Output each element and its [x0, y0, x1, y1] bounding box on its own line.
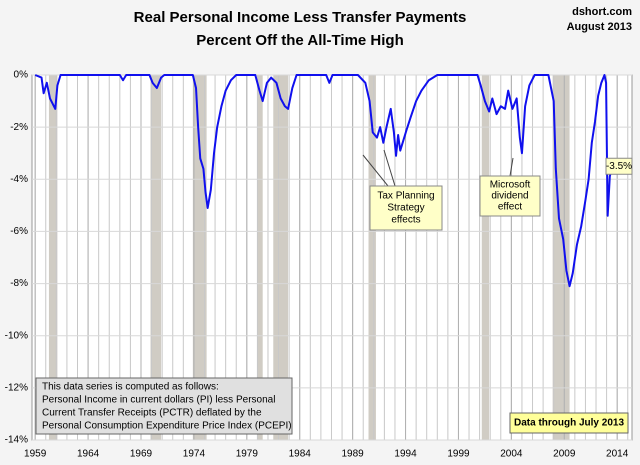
note: This data series is computed as follows:…: [35, 377, 293, 435]
x-tick-label: 1964: [77, 449, 100, 460]
y-tick-label: 0%: [14, 70, 29, 81]
recession-band: [257, 75, 263, 440]
annotation-text: dividend: [491, 191, 528, 202]
annotation-text: Tax Planning: [377, 191, 434, 202]
y-tick-label: -8%: [10, 278, 28, 289]
x-tick-label: 2004: [500, 449, 523, 460]
annotation: Microsoft dividend effect: [479, 157, 541, 217]
note-text: Current Transfer Receipts (PCTR) deflate…: [42, 408, 262, 419]
pointer: [509, 157, 514, 177]
value-label-box: [605, 157, 633, 175]
x-tick-label: 1989: [342, 449, 365, 460]
y-tick-label: -2%: [10, 122, 28, 133]
annotation-text: Strategy: [387, 203, 424, 214]
y-tick-label: -10%: [5, 330, 28, 341]
recession-band: [552, 75, 570, 440]
y-tick-label: -6%: [10, 226, 28, 237]
y-tick-label: -12%: [5, 382, 28, 393]
y-tick-label: -14%: [5, 435, 28, 446]
value-label: -3.5%: [606, 161, 632, 172]
y-tick-label: -4%: [10, 174, 28, 185]
annotation-text: Microsoft: [490, 180, 531, 191]
recession-band: [150, 75, 162, 440]
x-tick-label: 1984: [289, 449, 312, 460]
pointer: [362, 154, 389, 187]
note-box: [35, 377, 293, 435]
x-tick-label: 2014: [606, 449, 629, 460]
annotation-text: effects: [391, 215, 420, 226]
line: [34, 74, 613, 288]
recession-band: [273, 75, 289, 440]
chart-subtitle: Percent Off the All-Time High: [196, 32, 404, 49]
x-tick-label: 1969: [130, 449, 153, 460]
data-through-box: [509, 412, 629, 434]
date: August 2013: [567, 21, 632, 33]
chart-title: Real Personal Income Less Transfer Payme…: [134, 9, 467, 26]
x-tick-label: 1974: [183, 449, 206, 460]
note-text: Personal Consumption Expenditure Price I…: [42, 421, 292, 432]
x-tick-label: 1994: [394, 449, 417, 460]
annotation-box: [479, 175, 541, 217]
x-tick-label: 1959: [24, 449, 47, 460]
annotation-text: effect: [498, 202, 522, 213]
annotation: Tax Planning Strategy effects: [362, 149, 443, 231]
pointer: [383, 149, 396, 187]
source: dshort.com: [572, 6, 632, 18]
x-tick-label: 2009: [553, 449, 576, 460]
note-text: Personal Income in current dollars (PI) …: [42, 395, 275, 406]
x-tick-label: 1999: [447, 449, 470, 460]
recession-band: [48, 75, 58, 440]
annotation-box: [369, 185, 443, 231]
recession-band: [368, 75, 376, 440]
data-through: Data through July 2013: [514, 418, 624, 429]
x-tick-label: 1979: [236, 449, 259, 460]
recession-band: [481, 75, 490, 440]
note-text: This data series is computed as follows:: [42, 382, 219, 393]
